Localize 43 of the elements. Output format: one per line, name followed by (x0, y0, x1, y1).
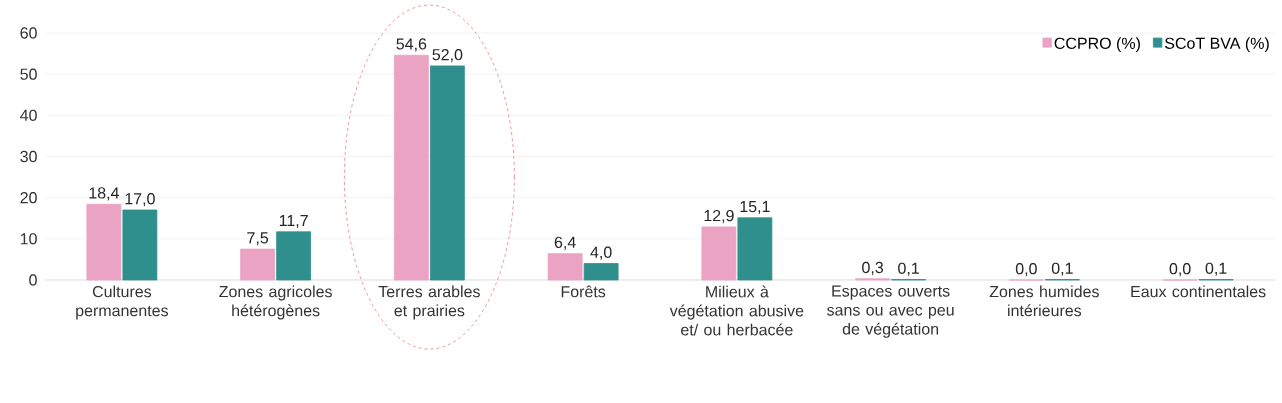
legend-label: SCoT BVA (%) (1165, 37, 1269, 53)
bar (429, 65, 465, 281)
bar (276, 231, 312, 281)
data-label: 18,4 (89, 187, 119, 201)
data-label: 15,1 (740, 201, 770, 215)
data-label: 0,1 (1051, 262, 1073, 276)
bar (86, 203, 122, 281)
data-label: 0,3 (862, 261, 884, 276)
x-tick-label: Zones humides intérieures (989, 285, 1099, 317)
y-tick-label: 40 (20, 109, 37, 121)
bar (701, 226, 737, 281)
x-tick-label: Cultures permanentes (76, 285, 168, 320)
x-tick-label: Milieux à végétation abusive et/ ou herbacée (669, 285, 804, 336)
data-label: 7,5 (247, 232, 269, 246)
data-label: 4,0 (590, 246, 612, 260)
bar (737, 217, 773, 281)
data-label: 6,4 (554, 236, 576, 250)
x-tick-label: Terres arables et prairies (378, 285, 480, 320)
legend-label: CCPRO (%) (1054, 37, 1140, 53)
x-tick-label: Espaces ouverts sans ou avec peu de végétation (827, 285, 954, 338)
bar (122, 209, 158, 281)
y-tick-label: 0 (29, 274, 37, 286)
data-label: 0,1 (898, 262, 919, 276)
x-tick-label: Eaux continentales (1131, 285, 1266, 298)
data-label: 17,0 (125, 193, 155, 207)
data-label: 11,7 (279, 215, 308, 229)
data-label: 0,0 (1169, 263, 1191, 277)
y-tick-label: 60 (20, 27, 37, 39)
y-tick-label: 20 (20, 192, 37, 204)
bar (583, 263, 619, 281)
data-label: 52,0 (432, 48, 463, 63)
y-tick-label: 30 (20, 150, 37, 163)
bar (393, 54, 429, 281)
bar (240, 248, 276, 281)
bar (547, 253, 583, 281)
data-label: 0,0 (1015, 263, 1037, 277)
y-tick-label: 50 (20, 68, 37, 80)
data-label: 12,9 (704, 209, 734, 224)
x-tick-label: Zones agricoles hétérogènes (219, 285, 332, 320)
y-tick-label: 10 (20, 233, 37, 245)
data-label: 54,6 (396, 38, 427, 52)
data-label: 0,1 (1205, 262, 1227, 276)
x-tick-label: Forêts (561, 285, 606, 298)
